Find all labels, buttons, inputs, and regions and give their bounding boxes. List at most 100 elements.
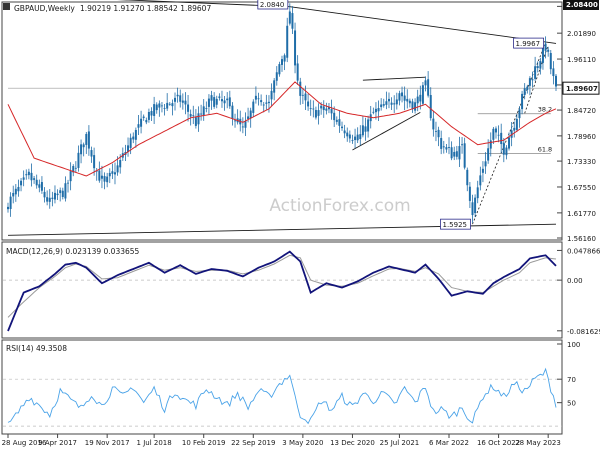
candle-body — [273, 80, 276, 93]
fib-label-61.8: 61.8 — [538, 146, 552, 154]
price-y-axis: 2.078702.018901.961101.903301.847201.789… — [557, 0, 600, 243]
candle-body — [210, 95, 213, 101]
candle-body — [354, 136, 357, 141]
price-tick-label-9: 1.56160 — [567, 235, 596, 243]
candle-body — [549, 53, 552, 70]
candle-body — [536, 66, 539, 69]
candle-body — [74, 167, 77, 169]
candle-body — [312, 108, 315, 110]
candle-body — [474, 197, 477, 214]
candle-body — [234, 120, 237, 122]
candle-body — [330, 108, 333, 114]
current-price-box — [562, 81, 600, 95]
x-tick-label-0: 28 Aug 2016 — [2, 439, 47, 447]
candle-body — [205, 108, 208, 109]
candle-body — [127, 145, 130, 153]
candle-body — [67, 182, 70, 184]
annotation-label-1.5925: 1.5925 — [442, 221, 467, 229]
candle-body — [497, 134, 500, 136]
candle-body — [283, 55, 286, 62]
macd-tick-label-0: 0.047866 — [567, 247, 600, 255]
candle-body — [77, 152, 80, 168]
candle-body — [356, 134, 359, 141]
candle-body — [215, 98, 218, 105]
annotation-box-1.9967 — [513, 37, 544, 49]
candle-body — [220, 99, 223, 102]
candle-body — [249, 110, 252, 119]
x-tick-label-10: 16 Oct 2022 — [477, 439, 520, 447]
candle-body — [406, 98, 409, 102]
candle-body — [309, 108, 312, 110]
candle-body — [192, 115, 195, 117]
candle-body — [153, 104, 156, 116]
top-price-label: 2.08400 — [566, 1, 598, 9]
candle-body — [257, 98, 260, 100]
candle-body — [526, 86, 529, 91]
macd-panel-frame — [1, 241, 563, 339]
candle-body — [463, 143, 466, 168]
candle-body — [380, 104, 383, 108]
moving-average-line — [7, 81, 557, 177]
candle-body — [9, 196, 12, 209]
macd-main-line — [7, 250, 557, 332]
candle-body — [374, 108, 377, 113]
candle-body — [113, 172, 116, 175]
candle-body — [168, 103, 171, 105]
rsi-tick-label-1: 70 — [567, 376, 576, 384]
candle-body — [150, 111, 153, 116]
candle-body — [40, 182, 43, 191]
x-tick-label-9: 6 Mar 2022 — [429, 439, 469, 447]
candle-body — [291, 13, 294, 29]
candle-body — [466, 169, 469, 186]
ohlc-label: 1.90219 1.91270 1.88542 1.89607 — [80, 4, 211, 13]
candle-body — [395, 99, 398, 105]
candle-body — [377, 108, 380, 112]
candle-body — [479, 175, 482, 186]
candle-body — [314, 110, 317, 118]
candle-body — [46, 197, 49, 202]
x-tick-label-7: 13 Dec 2020 — [330, 439, 375, 447]
price-tick-label-2: 1.96110 — [567, 56, 596, 64]
candle-body — [132, 136, 135, 140]
x-tick-label-2: 19 Nov 2017 — [85, 439, 130, 447]
candle-body — [414, 102, 417, 111]
candle-body — [85, 133, 88, 145]
candle-body — [176, 94, 179, 97]
candle-body — [445, 147, 448, 150]
candle-body — [25, 174, 28, 176]
x-tick-label-1: 9 Apr 2017 — [38, 439, 77, 447]
candle-body — [346, 132, 349, 137]
candle-body — [33, 178, 36, 180]
candle-body — [393, 103, 396, 105]
candle-body — [223, 100, 226, 104]
candle-body — [492, 128, 495, 140]
candle-body — [317, 110, 320, 116]
channel-top — [362, 76, 426, 81]
candle-body — [72, 166, 75, 173]
candle-body — [544, 43, 547, 51]
price-tick-label-6: 1.73330 — [567, 158, 596, 166]
annotation-box-1.5925 — [440, 218, 471, 230]
channel-bottom — [352, 112, 421, 151]
candle-body — [528, 78, 531, 86]
x-tick-label-8: 25 Jul 2021 — [380, 439, 420, 447]
candle-body — [351, 140, 354, 141]
candle-body — [341, 126, 344, 129]
candle-body — [502, 142, 505, 155]
candle-body — [184, 100, 187, 105]
candle-body — [158, 103, 161, 108]
macd-layer: 0.047866 0.00 -0.081629 — [3, 247, 600, 336]
candle-body — [181, 100, 184, 103]
macd-tick-label-1: 0.00 — [567, 277, 583, 285]
candle-body — [90, 150, 93, 157]
candle-body — [14, 188, 17, 195]
candle-body — [93, 155, 96, 169]
rsi-panel-frame — [1, 339, 563, 435]
candle-body — [278, 64, 281, 75]
candle-body — [521, 93, 524, 110]
x-tick-label-6: 3 May 2020 — [282, 439, 323, 447]
candle-body — [408, 100, 411, 104]
candle-body — [7, 206, 9, 210]
candle-body — [38, 184, 41, 188]
